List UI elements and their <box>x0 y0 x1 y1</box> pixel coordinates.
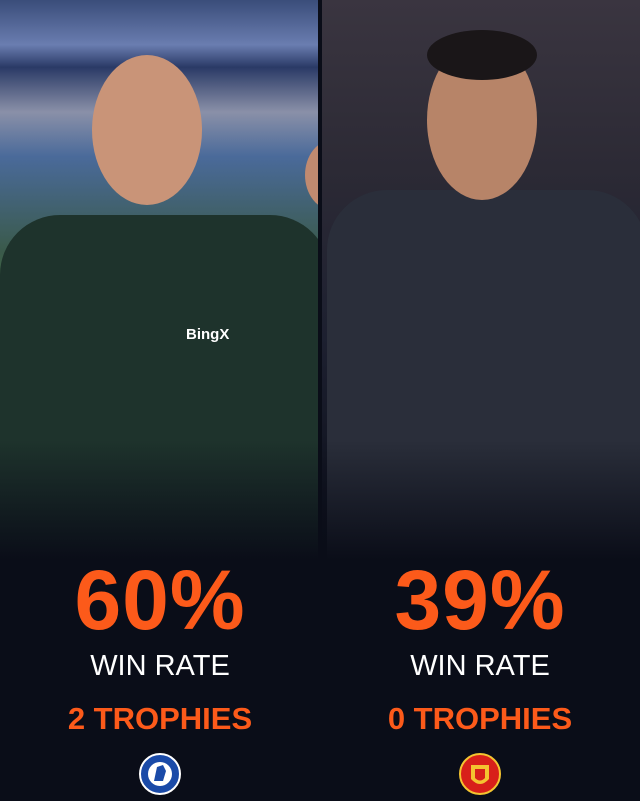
win-rate-label: WIN RATE <box>410 650 550 682</box>
chelsea-crest-icon <box>139 753 181 795</box>
manchester-united-crest-icon <box>459 753 501 795</box>
right-stats: 39% WIN RATE 0 TROPHIES <box>320 555 640 801</box>
divider <box>318 0 322 560</box>
left-coach-photo: BingX <box>0 0 318 560</box>
shirt-sponsor: BingX <box>186 326 230 343</box>
win-rate-value: 60% <box>74 553 246 647</box>
trophies-count: 2 TROPHIES <box>67 701 253 736</box>
win-rate-value: 39% <box>394 553 566 647</box>
coach-fist <box>305 140 318 210</box>
coach-head <box>92 55 202 205</box>
win-rate-label: WIN RATE <box>90 650 230 682</box>
coach-hair <box>427 30 537 80</box>
right-coach-photo <box>322 0 640 560</box>
left-stats: 60% WIN RATE 2 TROPHIES <box>0 555 320 801</box>
trophies-count: 0 TROPHIES <box>387 701 573 736</box>
